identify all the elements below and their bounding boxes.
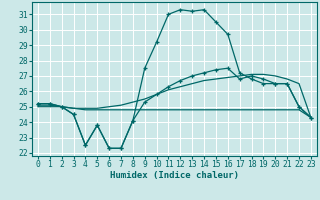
X-axis label: Humidex (Indice chaleur): Humidex (Indice chaleur) [110,171,239,180]
